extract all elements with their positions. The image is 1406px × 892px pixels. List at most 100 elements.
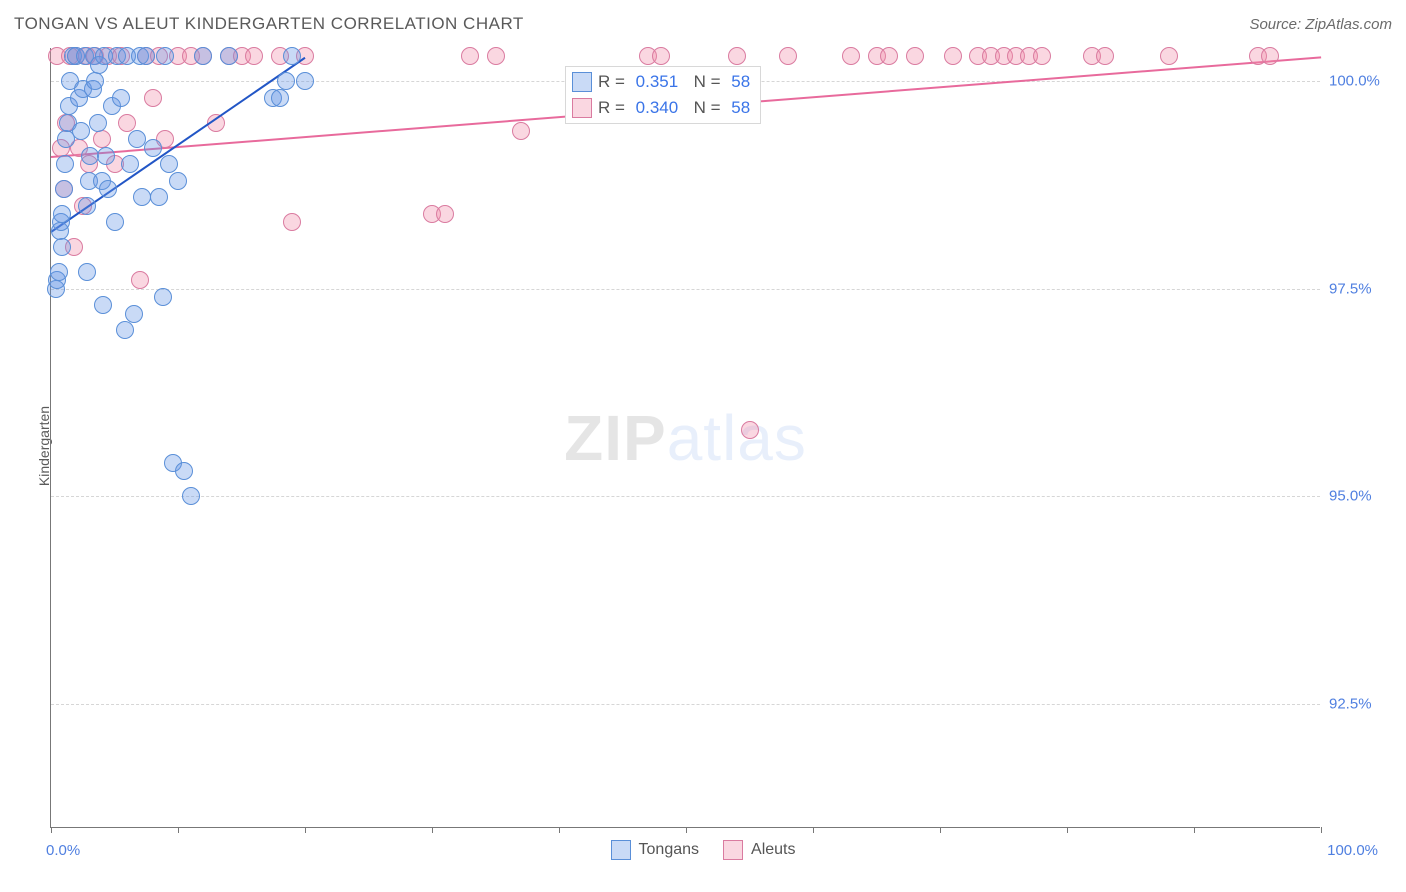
gridline xyxy=(51,289,1320,290)
data-point xyxy=(436,205,454,223)
data-point xyxy=(131,271,149,289)
data-point xyxy=(133,188,151,206)
x-tick xyxy=(1321,827,1322,833)
data-point xyxy=(106,213,124,231)
y-tick-label: 100.0% xyxy=(1329,73,1380,90)
data-point xyxy=(277,72,295,90)
data-point xyxy=(53,238,71,256)
data-point xyxy=(512,122,530,140)
x-tick-label-max: 100.0% xyxy=(1327,842,1378,859)
data-point xyxy=(296,72,314,90)
data-point xyxy=(50,263,68,281)
data-point xyxy=(1160,47,1178,65)
data-point xyxy=(842,47,860,65)
data-point xyxy=(741,421,759,439)
y-tick-label: 95.0% xyxy=(1329,488,1372,505)
square-icon xyxy=(572,72,592,92)
legend-item-tongans: Tongans xyxy=(611,840,700,860)
correlation-legend: R = 0.351 N = 58R = 0.340 N = 58 xyxy=(565,66,761,124)
data-point xyxy=(55,180,73,198)
data-point xyxy=(944,47,962,65)
data-point xyxy=(487,47,505,65)
x-tick xyxy=(940,827,941,833)
legend-item-aleuts: Aleuts xyxy=(723,840,795,860)
r-value: 0.340 xyxy=(631,98,678,118)
data-point xyxy=(175,462,193,480)
data-point xyxy=(1033,47,1051,65)
data-point xyxy=(728,47,746,65)
data-point xyxy=(112,89,130,107)
data-point xyxy=(78,197,96,215)
data-point xyxy=(86,72,104,90)
n-value: 58 xyxy=(727,72,751,92)
data-point xyxy=(94,296,112,314)
data-point xyxy=(137,47,155,65)
watermark-atlas: atlas xyxy=(667,402,807,474)
x-tick xyxy=(51,827,52,833)
chart-header: TONGAN VS ALEUT KINDERGARTEN CORRELATION… xyxy=(14,8,1392,40)
n-label: N = xyxy=(684,98,720,118)
legend-row: R = 0.351 N = 58 xyxy=(572,69,750,95)
data-point xyxy=(150,188,168,206)
data-point xyxy=(116,321,134,339)
data-point xyxy=(144,139,162,157)
data-point xyxy=(461,47,479,65)
source-label: Source: ZipAtlas.com xyxy=(1249,16,1392,33)
data-point xyxy=(283,47,301,65)
y-tick-label: 92.5% xyxy=(1329,695,1372,712)
chart-title: TONGAN VS ALEUT KINDERGARTEN CORRELATION… xyxy=(14,14,524,34)
data-point xyxy=(160,155,178,173)
x-tick-label-min: 0.0% xyxy=(46,842,80,859)
watermark-zip: ZIP xyxy=(564,402,667,474)
data-point xyxy=(880,47,898,65)
data-point xyxy=(156,47,174,65)
x-tick xyxy=(1194,827,1195,833)
legend-row: R = 0.340 N = 58 xyxy=(572,95,750,121)
square-icon xyxy=(572,98,592,118)
data-point xyxy=(182,487,200,505)
data-point xyxy=(194,47,212,65)
watermark: ZIPatlas xyxy=(564,401,807,475)
gridline xyxy=(51,704,1320,705)
data-point xyxy=(906,47,924,65)
data-point xyxy=(652,47,670,65)
x-tick xyxy=(305,827,306,833)
gridline xyxy=(51,496,1320,497)
r-value: 0.351 xyxy=(631,72,678,92)
x-tick xyxy=(813,827,814,833)
x-tick xyxy=(432,827,433,833)
data-point xyxy=(89,114,107,132)
data-point xyxy=(245,47,263,65)
legend-label: Aleuts xyxy=(751,841,795,859)
data-point xyxy=(220,47,238,65)
data-point xyxy=(154,288,172,306)
x-tick xyxy=(178,827,179,833)
legend-label: Tongans xyxy=(639,841,700,859)
data-point xyxy=(53,205,71,223)
data-point xyxy=(271,89,289,107)
x-tick xyxy=(559,827,560,833)
square-icon xyxy=(611,840,631,860)
data-point xyxy=(1096,47,1114,65)
square-icon xyxy=(723,840,743,860)
data-point xyxy=(56,155,74,173)
data-point xyxy=(125,305,143,323)
data-point xyxy=(118,114,136,132)
x-tick xyxy=(686,827,687,833)
data-point xyxy=(1261,47,1279,65)
data-point xyxy=(93,130,111,148)
n-value: 58 xyxy=(727,98,751,118)
r-label: R = xyxy=(598,72,625,92)
data-point xyxy=(169,172,187,190)
data-point xyxy=(283,213,301,231)
y-tick-label: 97.5% xyxy=(1329,280,1372,297)
scatter-plot-area: ZIPatlas 92.5%95.0%97.5%100.0% xyxy=(50,48,1320,828)
data-point xyxy=(99,180,117,198)
data-point xyxy=(78,263,96,281)
data-point xyxy=(97,147,115,165)
r-label: R = xyxy=(598,98,625,118)
data-point xyxy=(72,122,90,140)
data-point xyxy=(779,47,797,65)
n-label: N = xyxy=(684,72,720,92)
data-point xyxy=(121,155,139,173)
